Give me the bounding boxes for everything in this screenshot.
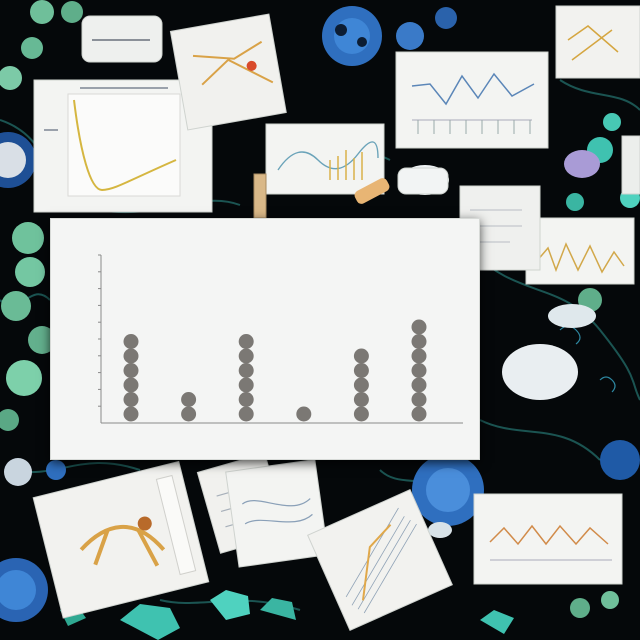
dot-marker — [411, 377, 427, 393]
dot-marker — [238, 348, 254, 364]
card-mini-chart-center — [265, 123, 390, 204]
dot-marker — [123, 363, 139, 378]
card-label-top — [81, 15, 163, 63]
dot-marker — [238, 406, 254, 422]
dot-marker — [353, 377, 369, 393]
dot-marker — [123, 377, 139, 393]
dot-marker — [238, 363, 254, 378]
card-right-label — [397, 167, 449, 195]
blue-cells — [0, 6, 640, 622]
card-curve-top-left — [33, 79, 213, 213]
dot-marker — [411, 348, 427, 364]
dot-marker — [411, 406, 427, 422]
card-top-right-corner — [555, 5, 640, 79]
dot-marker — [123, 348, 139, 364]
card-bottom-hatched — [307, 489, 453, 631]
card-line-top-right — [395, 51, 549, 149]
dot-marker — [411, 363, 427, 378]
dot-marker — [353, 392, 369, 407]
dot-marker — [181, 406, 197, 422]
dot-marker — [238, 392, 254, 407]
dot-marker — [123, 406, 139, 422]
dot-marker — [296, 406, 312, 422]
card-diagram-top-center — [169, 13, 287, 131]
dot-marker — [353, 406, 369, 422]
dot-marker — [411, 334, 427, 349]
dot-marker — [123, 334, 139, 349]
main-chart-panel — [50, 218, 480, 460]
card-bottom-right-chart — [473, 493, 623, 585]
dot-marker — [353, 363, 369, 378]
dot-plot-svg — [98, 254, 463, 424]
dot-marker — [181, 392, 197, 407]
dot-marker — [238, 377, 254, 393]
card-left-orange-stick — [253, 173, 267, 219]
dot-marker — [411, 392, 427, 407]
card-bottom-center-b — [225, 458, 329, 568]
card-small-right — [621, 135, 640, 195]
dot-marker — [411, 319, 427, 335]
dot-marker — [123, 392, 139, 407]
dot-marker — [353, 348, 369, 364]
card-bottom-left-root — [32, 460, 210, 619]
card-right-series — [525, 217, 635, 285]
dot-marker — [238, 334, 254, 349]
